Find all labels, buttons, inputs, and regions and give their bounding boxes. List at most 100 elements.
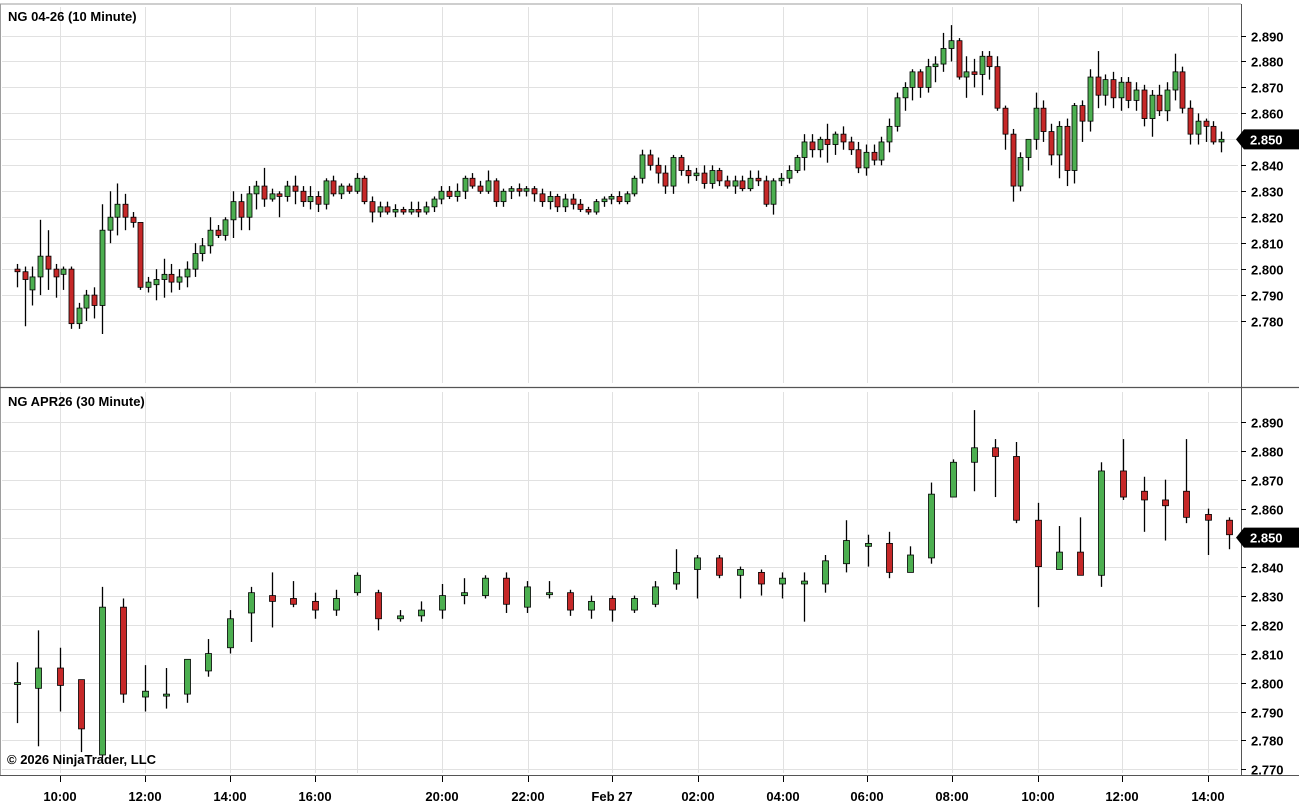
candle-up xyxy=(462,177,469,192)
candle-down xyxy=(53,268,60,278)
candle-up xyxy=(248,592,255,614)
candle-down xyxy=(871,151,878,161)
candle-up xyxy=(948,40,955,49)
candle-down xyxy=(956,40,963,78)
candle-down xyxy=(1179,71,1186,109)
candle-down xyxy=(855,149,862,169)
candle-up xyxy=(423,206,430,213)
candle-up xyxy=(1025,138,1032,158)
candle-up xyxy=(737,569,744,576)
x-tick-label: Feb 27 xyxy=(591,789,632,804)
x-tick-label: 20:00 xyxy=(425,789,458,804)
candle-up xyxy=(843,540,850,565)
candle-down xyxy=(1141,490,1148,501)
candle-up xyxy=(631,177,638,195)
last-price-tag xyxy=(1236,527,1299,548)
candle-down xyxy=(91,294,98,306)
candle-down xyxy=(685,170,692,177)
candle-down xyxy=(1125,81,1132,101)
candle-up xyxy=(624,193,631,203)
y-tick-label: 2.780 xyxy=(1251,734,1284,749)
candle-down xyxy=(1183,490,1190,518)
candle-up xyxy=(608,196,615,200)
candle-down xyxy=(477,185,484,192)
candle-up xyxy=(593,201,600,213)
y-tick-label: 2.820 xyxy=(1251,619,1284,634)
candle-up xyxy=(1033,107,1040,140)
candle-up xyxy=(1118,81,1125,99)
candle-down xyxy=(122,203,129,218)
candle-up xyxy=(894,97,901,127)
candle-down xyxy=(755,177,762,182)
candle-up xyxy=(971,447,978,463)
candle-down xyxy=(678,157,685,171)
candle-up xyxy=(439,595,446,611)
candle-down xyxy=(516,188,523,192)
candle-up xyxy=(99,606,106,756)
candle-down xyxy=(1205,514,1212,521)
candle-up xyxy=(431,198,438,208)
candle-up xyxy=(1098,470,1105,576)
candle-up xyxy=(786,170,793,179)
candle-up xyxy=(461,592,468,596)
last-price-label: 2.850 xyxy=(1250,132,1283,147)
candle-down xyxy=(292,185,299,192)
x-tick-label: 14:00 xyxy=(213,789,246,804)
candle-up xyxy=(1164,89,1171,112)
candle-down xyxy=(567,592,574,611)
candle-up xyxy=(928,493,935,559)
candle-up xyxy=(832,133,839,145)
candle-up xyxy=(694,557,701,570)
candle-down xyxy=(655,164,662,174)
x-tick-label: 22:00 xyxy=(511,789,544,804)
candle-up xyxy=(1071,105,1078,171)
y-tick-label: 2.790 xyxy=(1251,706,1284,721)
y-tick-label: 2.810 xyxy=(1251,648,1284,663)
axes: 2.890 2.880 2.870 2.860 2.850 2.840 2.830 2.820… xyxy=(43,30,1299,804)
candle-up xyxy=(1149,94,1156,119)
candle-up xyxy=(83,294,90,309)
candle-down xyxy=(384,206,391,213)
y-tick-label: 2.860 xyxy=(1251,503,1284,518)
candle-down xyxy=(739,180,746,190)
candle-down xyxy=(994,66,1001,109)
candle-up xyxy=(801,141,808,158)
candle-up xyxy=(377,206,384,213)
candle-up xyxy=(747,177,754,190)
candle-down xyxy=(78,679,85,730)
copyright-text: © 2026 NinjaTrader, LLC xyxy=(7,752,157,767)
candle-down xyxy=(1077,551,1084,576)
candle-up xyxy=(794,157,801,171)
candle-down xyxy=(1095,76,1102,96)
candle-up xyxy=(670,157,677,187)
candle-up xyxy=(673,571,680,585)
candle-down xyxy=(1120,470,1127,498)
candle-down xyxy=(647,154,654,166)
candle-up xyxy=(485,180,492,192)
candle-up xyxy=(205,653,212,672)
x-tick-label: 02:00 xyxy=(681,789,714,804)
candle-down xyxy=(585,209,592,213)
candle-down xyxy=(1203,120,1210,127)
candle-down xyxy=(758,571,765,585)
x-tick-label: 08:00 xyxy=(935,789,968,804)
x-tick-label: 12:00 xyxy=(1105,789,1138,804)
x-tick-label: 12:00 xyxy=(128,789,161,804)
candle-up xyxy=(547,196,554,203)
candle-down xyxy=(1035,519,1042,567)
x-tick-label: 10:00 xyxy=(43,789,76,804)
candle-down xyxy=(1002,107,1009,135)
candle-up xyxy=(161,273,168,280)
candle-up xyxy=(29,276,36,291)
y-tick-label: 2.890 xyxy=(1251,30,1284,45)
candle-up xyxy=(14,682,21,685)
candle-up xyxy=(909,71,916,88)
candle-up xyxy=(732,180,739,187)
candle-up xyxy=(76,307,83,325)
candle-up xyxy=(307,196,314,203)
candle-down xyxy=(577,203,584,210)
x-tick-label: 06:00 xyxy=(850,789,883,804)
candle-down xyxy=(1110,79,1117,99)
